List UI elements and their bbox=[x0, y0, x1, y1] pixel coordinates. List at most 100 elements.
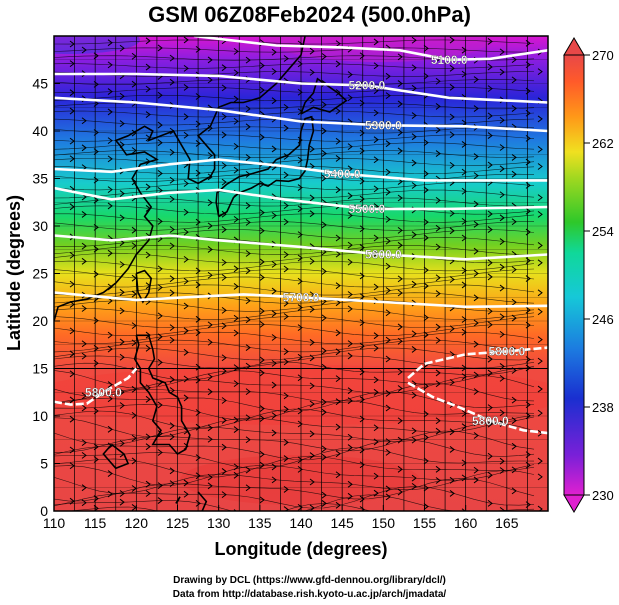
streamline-arrow bbox=[359, 506, 365, 511]
streamline-arrow bbox=[511, 466, 517, 474]
streamline-arrow bbox=[499, 263, 505, 271]
streamline-arrow bbox=[511, 487, 517, 495]
streamline-arrow bbox=[221, 226, 227, 233]
streamline-arrow bbox=[119, 120, 125, 127]
streamline bbox=[54, 110, 535, 118]
streamline-arrow bbox=[449, 227, 455, 235]
streamline-arrow bbox=[145, 490, 151, 497]
streamline-arrow bbox=[499, 313, 505, 321]
height-contours: 5100.0 5200.0 5300.0 5400.0 5500.0 5600.0 5700… bbox=[54, 36, 548, 435]
streamline-arrow bbox=[511, 442, 517, 450]
streamline-arrow bbox=[195, 45, 201, 53]
streamline-arrow bbox=[81, 392, 87, 400]
streamline-arrow bbox=[81, 340, 87, 348]
streamline-arrow bbox=[207, 152, 213, 159]
streamline-arrow bbox=[423, 170, 429, 178]
streamline-arrow bbox=[233, 69, 239, 77]
streamline-arrow bbox=[423, 72, 429, 80]
streamline-arrow bbox=[145, 251, 151, 259]
streamline-arrow bbox=[359, 99, 365, 107]
streamline-arrow bbox=[473, 220, 479, 228]
streamline-arrow bbox=[449, 131, 455, 139]
streamline-arrow bbox=[183, 277, 189, 285]
streamline-arrow bbox=[449, 325, 455, 333]
streamline-arrow bbox=[473, 432, 479, 439]
streamline-arrow bbox=[145, 344, 151, 352]
streamline-arrow bbox=[423, 503, 429, 510]
streamline-arrow bbox=[245, 123, 251, 131]
streamline-arrow bbox=[195, 315, 201, 323]
streamline-arrow bbox=[169, 176, 175, 184]
streamline-arrow bbox=[233, 426, 239, 433]
colorbar-tick-label: 262 bbox=[592, 136, 614, 151]
streamline-arrow bbox=[499, 214, 505, 222]
contour-label: 5800.0 bbox=[488, 344, 525, 358]
streamline-arrow bbox=[321, 347, 327, 355]
streamline-arrow bbox=[169, 433, 175, 441]
streamline-arrow bbox=[297, 420, 303, 428]
streamline-arrow bbox=[69, 350, 75, 358]
streamline-arrow bbox=[373, 38, 379, 46]
streamline bbox=[54, 415, 535, 438]
streamline-arrow bbox=[107, 395, 113, 403]
streamline-arrow bbox=[511, 314, 517, 322]
streamline-arrow bbox=[69, 137, 75, 145]
streamline-arrow bbox=[335, 250, 341, 258]
streamline-arrow bbox=[309, 504, 315, 511]
streamline-arrow bbox=[107, 345, 113, 353]
streamline-arrow bbox=[373, 156, 379, 164]
streamline-arrow bbox=[283, 218, 289, 226]
streamline-arrow bbox=[423, 266, 429, 274]
streamline-arrow bbox=[309, 354, 315, 362]
streamline-arrow bbox=[297, 503, 303, 511]
streamline-arrow bbox=[245, 202, 251, 210]
streamline-arrow bbox=[195, 454, 201, 462]
streamline-arrow bbox=[259, 227, 265, 235]
streamline-arrow bbox=[297, 156, 303, 164]
streamline-arrow bbox=[221, 468, 227, 475]
streamline-arrow bbox=[537, 385, 543, 393]
streamline-arrow bbox=[537, 308, 543, 316]
streamline-arrow bbox=[157, 497, 163, 504]
streamline-arrow bbox=[207, 338, 213, 346]
streamline-arrow bbox=[499, 331, 505, 338]
y-tick-label: 20 bbox=[32, 313, 48, 329]
streamline-arrow bbox=[145, 63, 151, 71]
streamline-arrow bbox=[297, 254, 303, 262]
streamline-arrow bbox=[335, 40, 341, 48]
streamline-arrow bbox=[259, 258, 265, 266]
streamline bbox=[54, 221, 534, 231]
streamline bbox=[54, 260, 535, 272]
streamline-arrow bbox=[221, 113, 227, 121]
streamline-arrow bbox=[169, 387, 175, 394]
streamline-arrow bbox=[81, 242, 87, 250]
streamline-arrow bbox=[385, 140, 391, 148]
streamline-arrow bbox=[511, 105, 517, 112]
streamline-arrow bbox=[221, 162, 227, 169]
streamline-arrow bbox=[411, 133, 417, 141]
streamline-arrow bbox=[347, 291, 353, 298]
coastline-segment bbox=[197, 491, 208, 511]
y-tick-label: 35 bbox=[32, 171, 48, 187]
colorbar-top-arrow bbox=[563, 37, 585, 56]
streamline-arrow bbox=[359, 195, 365, 203]
streamline-arrow bbox=[385, 355, 391, 363]
x-tick-label: 115 bbox=[84, 515, 107, 531]
streamline-arrow bbox=[259, 369, 265, 377]
streamline-arrow bbox=[449, 161, 455, 169]
streamline-arrow bbox=[435, 417, 441, 425]
streamline-arrow bbox=[423, 234, 429, 242]
streamline-arrow bbox=[157, 312, 163, 320]
streamline-arrow bbox=[347, 433, 353, 441]
streamline-arrow bbox=[499, 284, 505, 292]
streamline-arrow bbox=[283, 251, 289, 258]
streamline-arrow bbox=[157, 265, 163, 273]
streamline-arrow bbox=[207, 76, 213, 84]
streamline-arrow bbox=[347, 387, 353, 395]
colorbar-tick-label: 238 bbox=[592, 400, 614, 415]
streamline-arrow bbox=[183, 348, 189, 356]
streamline-arrow bbox=[511, 396, 517, 404]
streamline-arrow bbox=[309, 382, 315, 390]
streamline-arrow bbox=[183, 131, 189, 139]
streamline-arrow bbox=[347, 192, 353, 200]
